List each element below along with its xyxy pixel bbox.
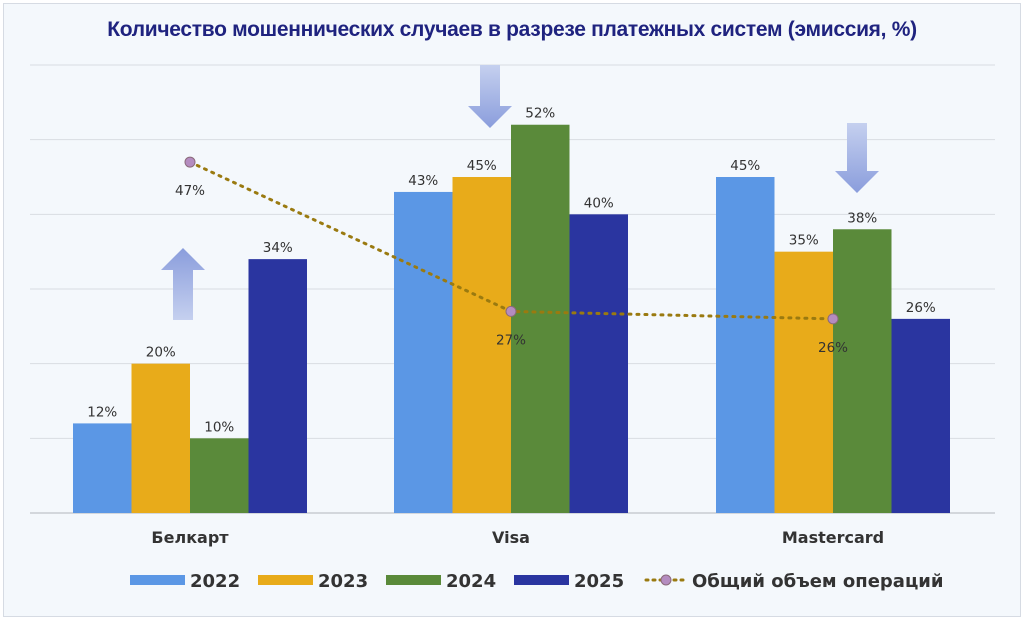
bar-2024-Белкарт: [190, 438, 249, 513]
legend-swatch: [386, 575, 441, 585]
bar-2022-Mastercard: [716, 177, 775, 513]
data-label: 43%: [408, 173, 438, 189]
bar-2025-Mastercard: [891, 318, 950, 513]
arrow-up-icon: [161, 248, 205, 320]
x-tick-label: Белкарт: [151, 528, 229, 547]
legend-swatch: [514, 575, 569, 585]
data-label: 52%: [525, 106, 555, 122]
data-label: 26%: [906, 300, 936, 316]
line-point: [505, 305, 517, 317]
line-point: [184, 156, 196, 168]
bar-2023-Mastercard: [774, 251, 833, 513]
line-point: [827, 313, 839, 325]
x-tick-label: Mastercard: [782, 528, 884, 547]
line-data-label: 47%: [175, 183, 205, 199]
chart-title: Количество мошеннических случаев в разре…: [107, 18, 917, 41]
data-label: 10%: [204, 419, 234, 435]
legend-label: 2024: [446, 571, 496, 592]
legend-label: Общий объем операций: [692, 571, 944, 592]
legend-marker: [660, 574, 672, 586]
data-label: 38%: [847, 210, 877, 226]
data-label: 34%: [263, 240, 293, 256]
data-label: 12%: [87, 404, 117, 420]
bar-2023-Visa: [452, 177, 511, 513]
data-label: 45%: [730, 158, 760, 174]
arrow-down-icon: [468, 65, 512, 128]
line-data-label: 27%: [496, 332, 526, 348]
data-label: 40%: [584, 195, 614, 211]
legend-swatch: [130, 575, 185, 585]
legend-label: 2022: [190, 571, 240, 592]
bar-2024-Mastercard: [833, 229, 892, 513]
bar-2022-Белкарт: [73, 423, 132, 513]
data-label: 20%: [146, 345, 176, 361]
arrow-down-icon: [835, 123, 879, 193]
bar-2025-Visa: [569, 214, 628, 514]
bar-2023-Белкарт: [131, 363, 190, 513]
legend-label: 2025: [574, 571, 624, 592]
data-label: 35%: [789, 233, 819, 249]
data-label: 45%: [467, 158, 497, 174]
legend-label: 2023: [318, 571, 368, 592]
bar-2025-Белкарт: [248, 259, 307, 513]
x-tick-label: Visa: [492, 528, 530, 547]
bar-2024-Visa: [511, 124, 570, 513]
legend-swatch: [258, 575, 313, 585]
line-data-label: 26%: [818, 340, 848, 356]
bar-2022-Visa: [394, 191, 453, 513]
